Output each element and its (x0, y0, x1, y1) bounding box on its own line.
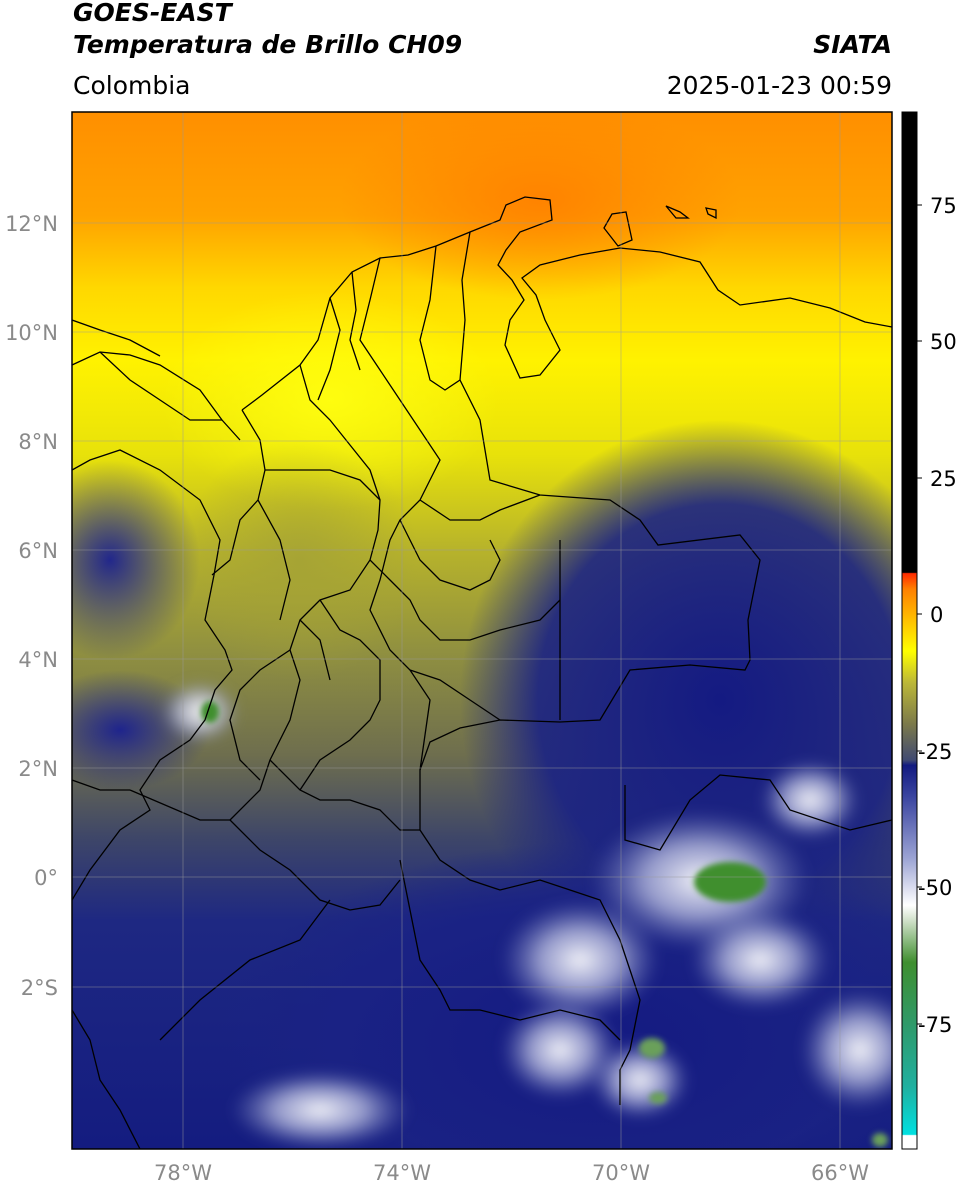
colorbar-tick-label: -75 (918, 1013, 952, 1037)
lon-tick-label: 74°W (373, 1161, 431, 1185)
graticule (72, 112, 892, 1149)
lat-tick-label: 4°N (18, 648, 58, 672)
colorbar-tick-label: -50 (918, 876, 952, 900)
lat-tick-label: 0° (34, 866, 58, 890)
lat-tick-label: 2°S (21, 976, 58, 1000)
satellite-title: GOES-EAST (73, 0, 232, 27)
product-title: Temperatura de Brillo CH09 (73, 30, 463, 59)
lat-tick-label: 2°N (18, 757, 58, 781)
map-frame (71, 111, 893, 1150)
lat-tick-label: 10°N (5, 321, 58, 345)
lat-tick-label: 12°N (5, 212, 58, 236)
colorbar-tick-label: 25 (930, 467, 957, 491)
datetime-label: 2025-01-23 00:59 (666, 71, 892, 100)
map-raster (72, 112, 892, 1149)
colorbar-tick-label: 0 (930, 603, 943, 627)
colorbar-tick-label: 50 (930, 330, 957, 354)
lat-tick-label: 8°N (18, 430, 58, 454)
colorbar-tick-label: -25 (918, 740, 952, 764)
map-borders (72, 196, 892, 1149)
colorbar (901, 111, 918, 1150)
lat-tick-label: 6°N (18, 539, 58, 563)
colorbar-tick-label: 75 (930, 194, 957, 218)
brand-label: SIATA (813, 30, 892, 59)
lon-tick-label: 78°W (154, 1161, 212, 1185)
lon-tick-label: 70°W (592, 1161, 650, 1185)
region-label: Colombia (73, 71, 191, 100)
lon-tick-label: 66°W (811, 1161, 869, 1185)
